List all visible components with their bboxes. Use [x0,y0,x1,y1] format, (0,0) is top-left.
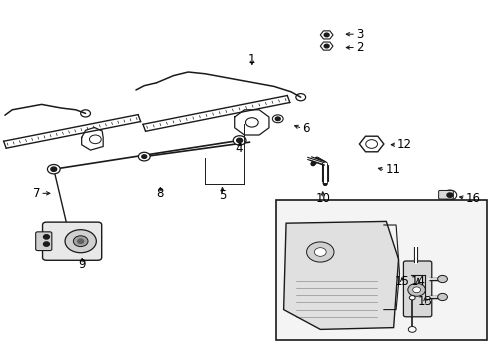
Circle shape [412,287,420,293]
Circle shape [407,327,415,332]
Circle shape [65,230,96,253]
Circle shape [233,136,245,145]
Text: 8: 8 [156,187,164,200]
FancyBboxPatch shape [42,222,102,260]
Circle shape [73,236,88,247]
Text: 11: 11 [385,163,400,176]
Circle shape [365,140,377,148]
Circle shape [408,296,414,300]
Circle shape [314,248,325,256]
Text: 7: 7 [33,187,40,200]
Circle shape [324,44,328,48]
Text: 12: 12 [396,138,411,151]
Text: 16: 16 [465,192,480,204]
Circle shape [51,167,57,171]
Circle shape [138,152,150,161]
Text: 9: 9 [78,258,86,271]
Circle shape [43,235,49,239]
Circle shape [306,242,333,262]
Text: 13: 13 [417,295,432,308]
Text: 2: 2 [355,41,363,54]
FancyBboxPatch shape [403,261,431,317]
Text: 10: 10 [315,192,329,205]
Circle shape [437,275,447,283]
Text: 4: 4 [235,142,243,155]
Polygon shape [283,221,398,329]
Circle shape [275,117,280,121]
Bar [276,200,486,340]
Text: 15: 15 [394,275,408,288]
Circle shape [324,33,328,37]
Circle shape [43,242,49,246]
Text: 1: 1 [247,53,255,66]
Text: 5: 5 [218,189,226,202]
Circle shape [78,239,83,243]
Circle shape [446,193,452,197]
FancyBboxPatch shape [438,190,452,199]
Text: 6: 6 [302,122,309,135]
Text: 3: 3 [355,28,363,41]
Circle shape [245,118,258,127]
Circle shape [272,115,283,123]
Circle shape [437,293,447,301]
FancyBboxPatch shape [36,232,52,251]
Circle shape [236,138,242,143]
Circle shape [407,283,425,296]
Circle shape [47,165,60,174]
Circle shape [142,155,146,158]
Circle shape [442,190,456,200]
Circle shape [89,135,101,144]
Text: 14: 14 [410,275,425,288]
